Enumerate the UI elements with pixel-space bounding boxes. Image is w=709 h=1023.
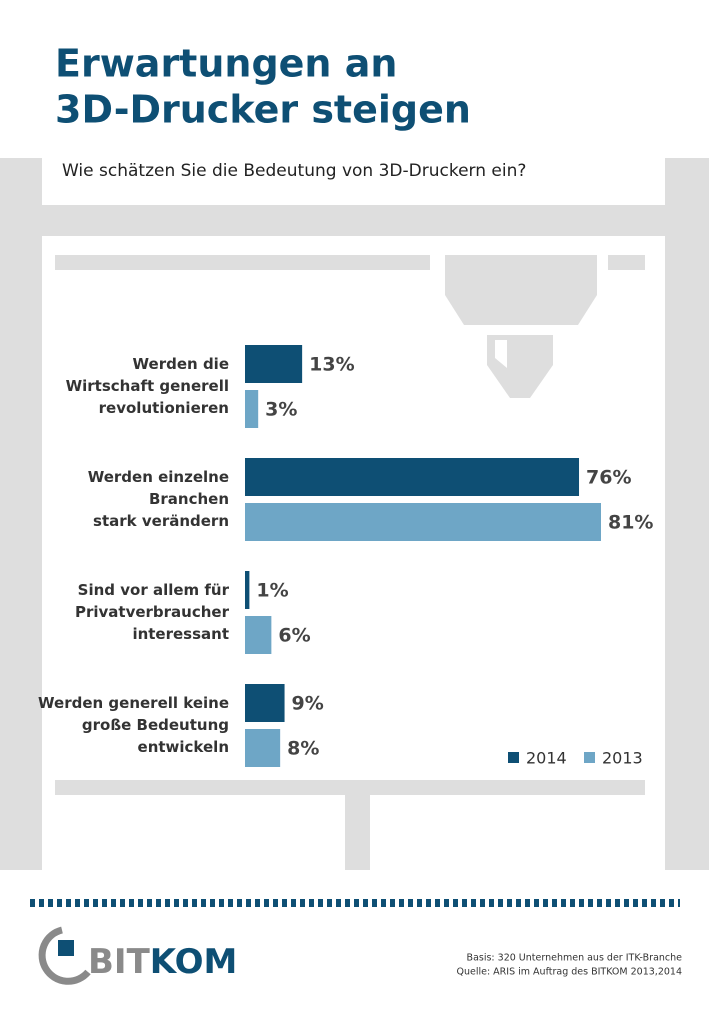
bar xyxy=(245,390,259,428)
category-label: Sind vor allem für xyxy=(78,581,230,599)
title-line: Erwartungen an xyxy=(55,42,397,86)
value-label: 76% xyxy=(586,467,631,489)
bar xyxy=(245,503,601,541)
bar xyxy=(245,345,303,383)
category-label: große Bedeutung xyxy=(82,716,229,734)
category-label: Wirtschaft generell xyxy=(66,377,229,395)
category-label: stark verändern xyxy=(93,512,229,530)
title-line: 3D-Drucker steigen xyxy=(55,88,471,132)
printer-bed xyxy=(55,780,645,795)
logo-square xyxy=(58,940,74,956)
category-label: Werden einzelne xyxy=(88,468,229,486)
category-label: entwickeln xyxy=(138,738,229,756)
bar xyxy=(245,571,250,609)
category-label: Werden generell keine xyxy=(38,694,229,712)
legend-label: 2014 xyxy=(526,749,567,768)
legend-swatch xyxy=(584,752,595,763)
category-label: Werden die xyxy=(133,355,229,373)
value-label: 1% xyxy=(256,580,288,602)
value-label: 3% xyxy=(265,399,297,421)
bar xyxy=(245,729,281,767)
subtitle: Wie schätzen Sie die Bedeutung von 3D-Dr… xyxy=(62,161,526,181)
footnote: Basis: 320 Unternehmen aus der ITK-Branc… xyxy=(467,953,683,964)
logo: BITKOM xyxy=(88,942,237,982)
category-label: Branchen xyxy=(149,490,229,508)
value-label: 6% xyxy=(278,625,310,647)
logo-part: BIT xyxy=(88,942,151,982)
printer-stand xyxy=(345,795,370,870)
value-label: 9% xyxy=(292,693,324,715)
printer-head xyxy=(445,255,597,325)
footnote: Quelle: ARIS im Auftrag des BITKOM 2013,… xyxy=(457,967,683,978)
category-label: interessant xyxy=(132,625,229,643)
category-label: revolutionieren xyxy=(99,399,229,417)
printer-rail xyxy=(55,255,430,270)
logo-arc xyxy=(38,926,91,985)
legend-swatch xyxy=(508,752,519,763)
nozzle-highlight xyxy=(495,340,507,368)
category-label: Privatverbraucher xyxy=(75,603,230,621)
legend-label: 2013 xyxy=(602,749,643,768)
value-label: 13% xyxy=(309,354,354,376)
bar xyxy=(245,616,272,654)
logo-part: KOM xyxy=(150,942,238,982)
bar xyxy=(245,684,285,722)
subtitle-panel xyxy=(42,150,665,205)
value-label: 81% xyxy=(608,512,653,534)
printer-rail xyxy=(608,255,645,270)
value-label: 8% xyxy=(287,738,319,760)
bar xyxy=(245,458,580,496)
